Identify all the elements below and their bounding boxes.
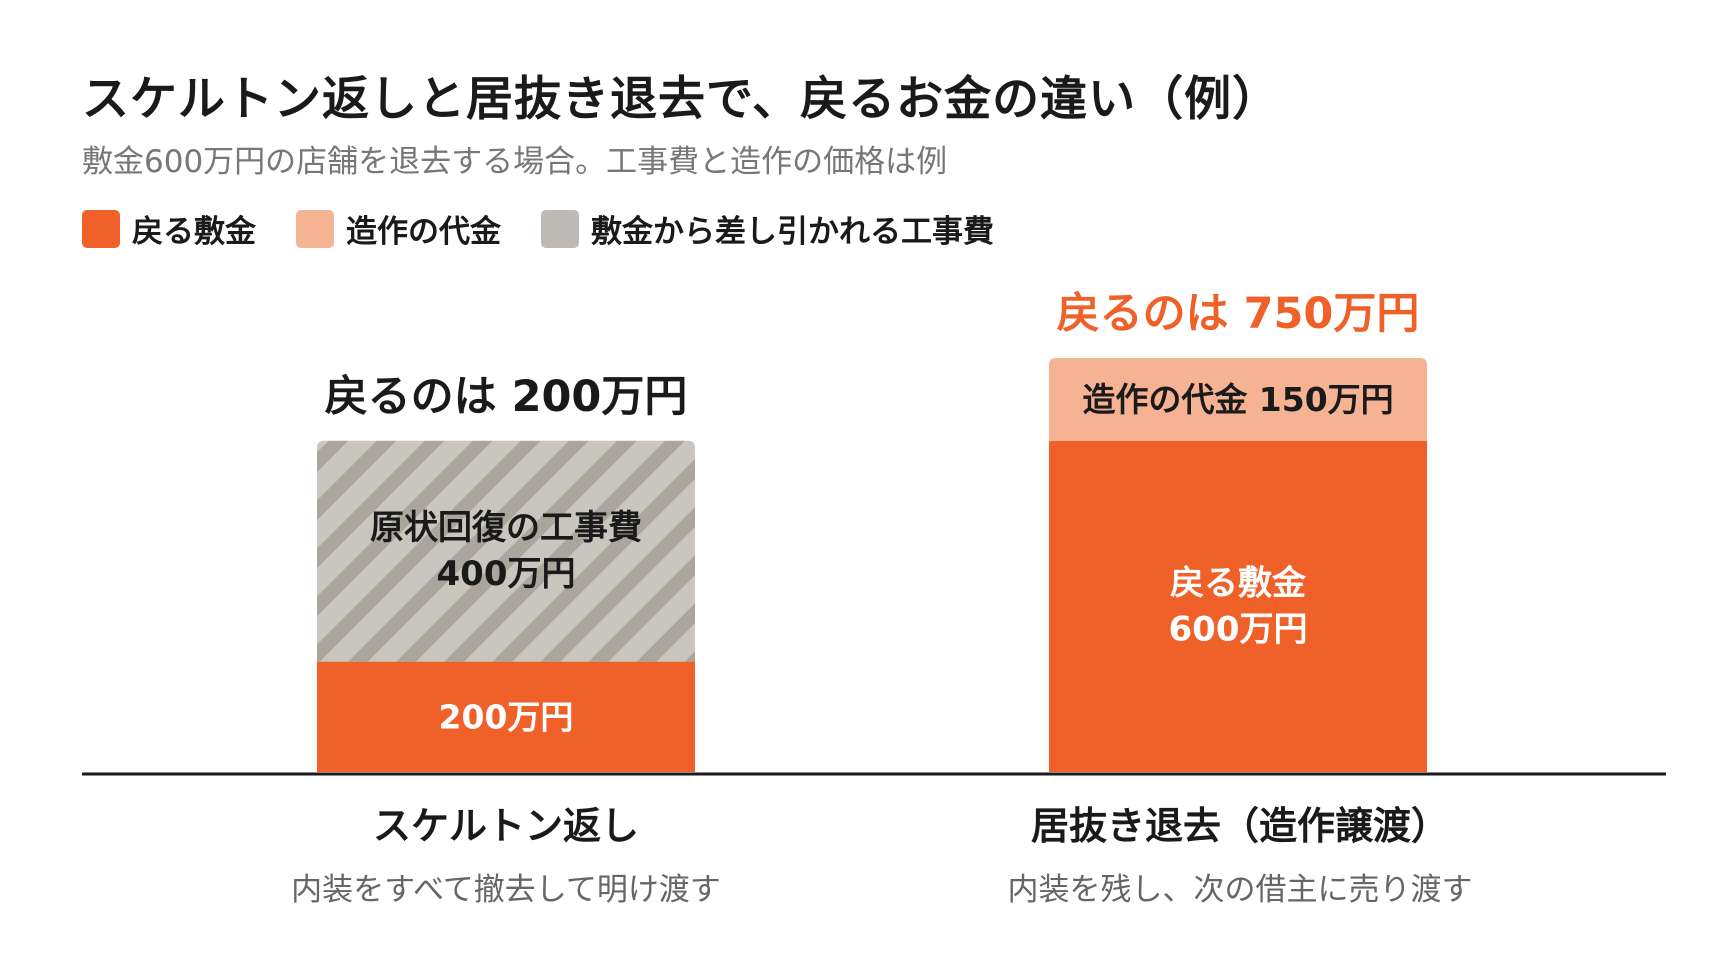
category-description: 内装を残し、次の借主に売り渡す bbox=[1007, 872, 1473, 908]
segment-label: 600万円 bbox=[1169, 609, 1308, 649]
legend-swatch-deducted-cost bbox=[541, 209, 579, 248]
legend-label: 造作の代金 bbox=[346, 214, 501, 250]
segment-label: 造作の代金 150万円 bbox=[1082, 380, 1393, 419]
legend-item-deducted-cost: 敷金から差し引かれる工事費 bbox=[541, 206, 994, 251]
category-caption-skeleton: スケルトン返し 内装をすべて撤去して明け渡す bbox=[156, 795, 856, 909]
legend-swatch-returned-deposit bbox=[82, 209, 120, 248]
segment-label: 400万円 bbox=[437, 554, 576, 594]
segment-label: 原状回復の工事費 bbox=[370, 508, 642, 548]
bar-segment-inuki-fixtures-price bbox=[1049, 358, 1427, 441]
legend-item-fixtures-price: 造作の代金 bbox=[296, 206, 501, 251]
category-label: 居抜き退去（造作譲渡） bbox=[1030, 804, 1449, 848]
total-label: 戻るのは 200万円 bbox=[325, 372, 688, 422]
legend-item-returned-deposit: 戻る敷金 bbox=[82, 206, 256, 251]
chart-subtitle: 敷金600万円の店舗を退去する場合。工事費と造作の価格は例 bbox=[82, 144, 948, 180]
bar-segment-skeleton-returned-deposit bbox=[317, 661, 695, 772]
legend-label: 敷金から差し引かれる工事費 bbox=[591, 214, 994, 250]
chart-title: スケルトン返しと居抜き退去で、戻るお金の違い（例） bbox=[82, 72, 1281, 127]
category-description: 内装をすべて撤去して明け渡す bbox=[291, 872, 721, 908]
segment-label: 戻る敷金 bbox=[1170, 563, 1307, 603]
segment-label: 200万円 bbox=[439, 697, 574, 736]
category-label: スケルトン返し bbox=[372, 804, 639, 848]
category-caption-inuki: 居抜き退去（造作譲渡） 内装を残し、次の借主に売り渡す bbox=[890, 795, 1590, 909]
bar-segment-inuki-returned-deposit bbox=[1049, 440, 1427, 772]
bar-segment-skeleton-deducted-cost bbox=[317, 440, 695, 662]
total-label: 戻るのは 750万円 bbox=[1057, 289, 1420, 339]
legend: 戻る敷金 造作の代金 敷金から差し引かれる工事費 bbox=[82, 206, 1034, 251]
legend-swatch-fixtures-price bbox=[296, 209, 334, 248]
legend-label: 戻る敷金 bbox=[132, 214, 256, 250]
